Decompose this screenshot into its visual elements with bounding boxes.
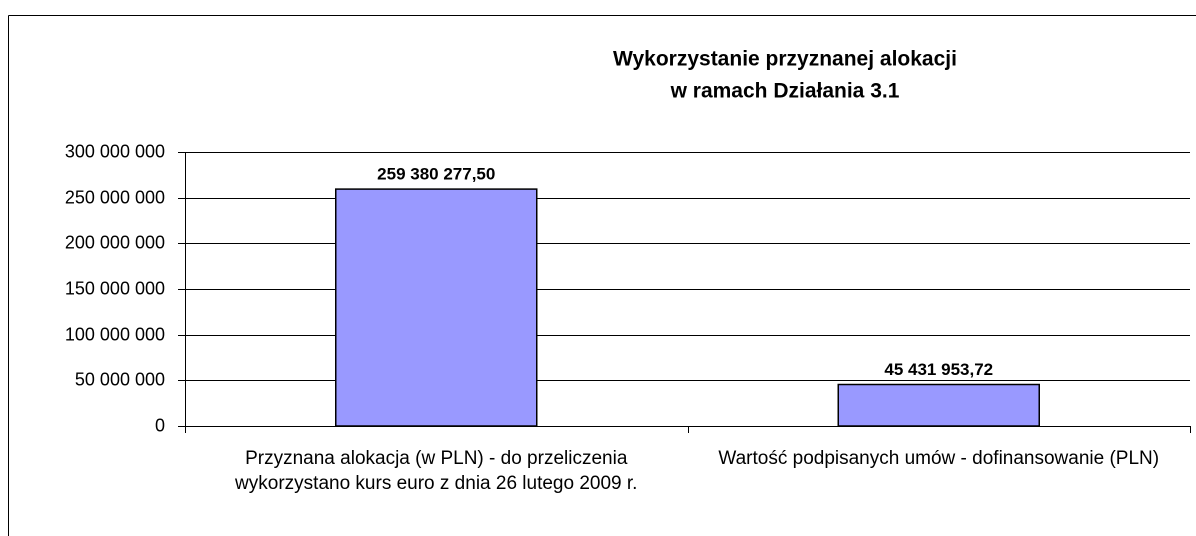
y-tick-label: 300 000 000 bbox=[65, 141, 165, 161]
chart-title: Wykorzystanie przyznanej alokacji bbox=[613, 48, 957, 71]
data-label: 45 431 953,72 bbox=[884, 360, 993, 379]
y-tick-label: 150 000 000 bbox=[65, 278, 165, 298]
y-tick-label: 0 bbox=[155, 415, 165, 435]
x-tick-label: Przyznana alokacja (w PLN) - do przelicz… bbox=[235, 448, 638, 494]
bar bbox=[837, 383, 1040, 427]
y-tick-label: 250 000 000 bbox=[65, 187, 165, 207]
x-tick-label: Wartość podpisanych umów - dofinansowani… bbox=[718, 448, 1160, 469]
data-label: 259 380 277,50 bbox=[377, 165, 495, 184]
bar bbox=[335, 188, 538, 427]
y-tick-label: 50 000 000 bbox=[75, 369, 165, 389]
chart-title: w ramach Działania 3.1 bbox=[670, 80, 900, 103]
y-tick-label: 200 000 000 bbox=[65, 232, 165, 252]
y-tick-label: 100 000 000 bbox=[65, 324, 165, 344]
